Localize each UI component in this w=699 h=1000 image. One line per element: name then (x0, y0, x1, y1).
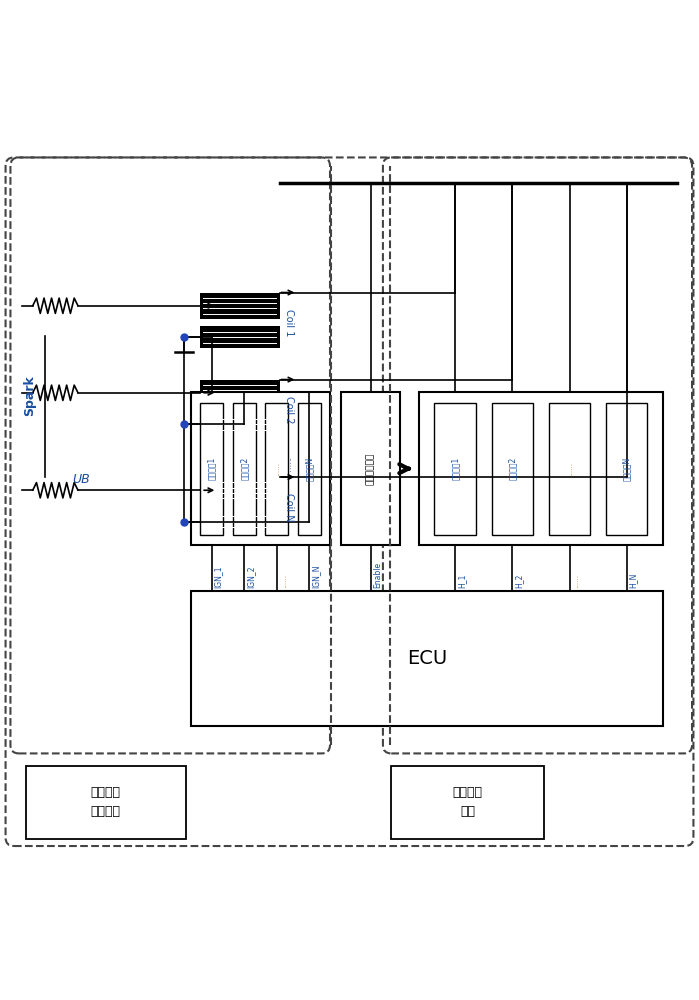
Text: IGN_N: IGN_N (311, 565, 320, 588)
Text: 点火开关1: 点火开关1 (207, 457, 216, 480)
Text: UB: UB (73, 473, 90, 486)
Text: 高压储流
部分: 高压储流 部分 (453, 786, 483, 818)
Bar (200, 380, 280, 406)
Text: ......: ...... (279, 574, 288, 588)
Bar (341, 392, 401, 545)
Text: IGN_2: IGN_2 (246, 566, 255, 588)
Text: ECU: ECU (407, 649, 447, 668)
Text: H_N: H_N (628, 573, 637, 588)
Text: Spark: Spark (23, 375, 36, 416)
Bar (200, 293, 280, 319)
FancyBboxPatch shape (391, 766, 545, 839)
Bar (191, 591, 663, 726)
Text: ......: ...... (272, 462, 281, 476)
Text: Enable: Enable (373, 562, 382, 588)
Text: 高压开关1: 高压开关1 (451, 457, 460, 480)
Text: H_1: H_1 (457, 574, 466, 588)
Text: H_2: H_2 (514, 574, 524, 588)
Text: ......: ...... (565, 462, 574, 476)
Text: 高压蹭能装置: 高压蹭能装置 (366, 453, 375, 485)
Bar (200, 403, 223, 535)
Bar (298, 403, 321, 535)
Bar (200, 326, 280, 348)
Bar (549, 403, 591, 535)
Text: Coil 1: Coil 1 (284, 309, 294, 336)
Bar (191, 392, 330, 545)
Text: ......: ...... (286, 457, 295, 473)
Text: ......: ...... (572, 574, 581, 588)
FancyBboxPatch shape (26, 766, 186, 839)
Text: Coil N: Coil N (284, 493, 294, 521)
Bar (606, 403, 647, 535)
Text: Coil 2: Coil 2 (284, 396, 294, 423)
Bar (200, 510, 280, 533)
Text: IGN_1: IGN_1 (214, 566, 223, 588)
Bar (419, 392, 663, 545)
Bar (200, 477, 280, 503)
Bar (265, 403, 288, 535)
Text: 点火开关N: 点火开关N (305, 457, 314, 481)
Bar (491, 403, 533, 535)
Text: 高压开关N: 高压开关N (622, 457, 631, 481)
Text: 点火开关2: 点火开关2 (240, 457, 249, 480)
Bar (200, 413, 280, 435)
Text: 高压开关2: 高压开关2 (508, 457, 517, 480)
Bar (435, 403, 476, 535)
Bar (233, 403, 256, 535)
Text: 流火系统
出火部分: 流火系统 出火部分 (91, 786, 121, 818)
